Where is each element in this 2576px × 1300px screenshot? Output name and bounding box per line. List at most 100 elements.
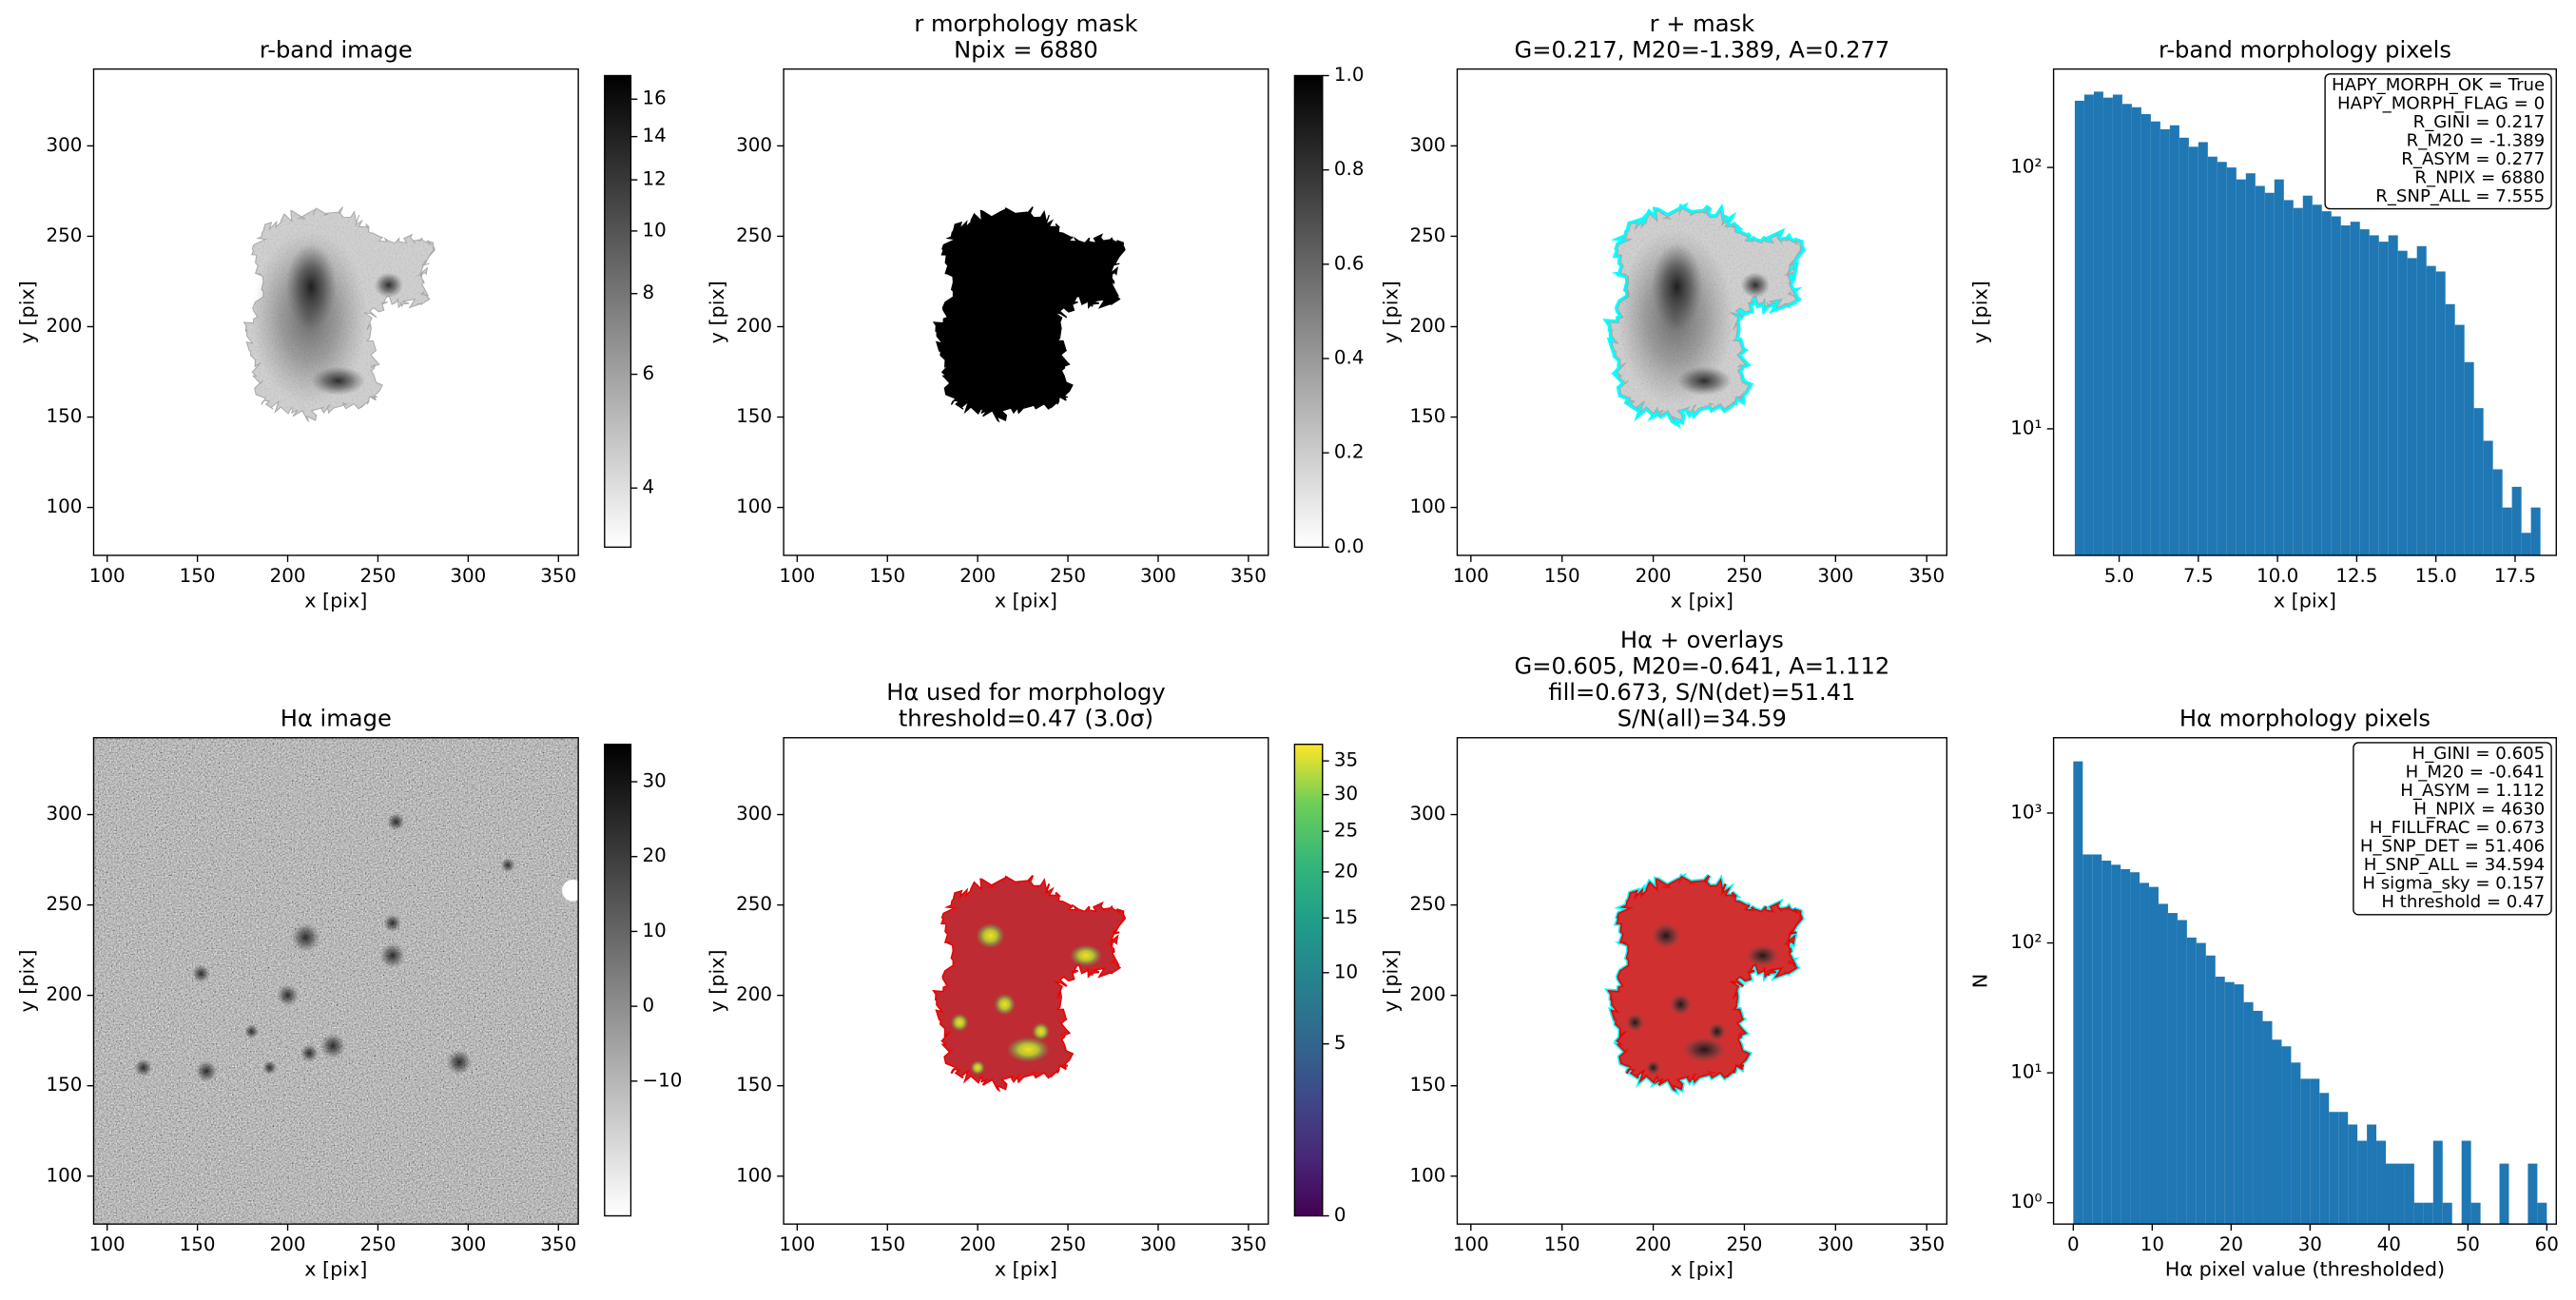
panel-title: Npix = 6880 [954,37,1098,64]
plot-area [242,206,436,423]
x-tick-label: 15.0 [2415,565,2457,587]
annotation-text: HAPY_MORPH_OK = True [2332,75,2545,95]
x-tick-label: 350 [540,1233,576,1255]
plot-area [2074,91,2541,555]
y-axis-label: y [pix] [1379,281,1402,343]
axes-frame [1456,68,1947,556]
axes-frame [92,68,579,556]
colorbar-tick-label: 0.6 [1334,252,1365,274]
x-tick-label: 150 [180,1233,216,1255]
x-axis-label: x [pix] [1671,1258,1733,1281]
source-blob [277,984,299,1007]
colorbar-tick-label: 30 [643,770,667,792]
y-tick-label: 300 [736,803,772,825]
source-blob [1069,944,1103,967]
y-tick-label: 250 [46,224,82,246]
bar [2083,94,2094,555]
y-tick-label: 150 [46,405,82,427]
bar [2186,937,2197,1225]
bar [2131,107,2141,555]
colorbar-tick-label: 0.8 [1334,158,1365,180]
axes-frame [1456,737,1947,1225]
bar [2445,303,2455,555]
y-axis-label: y [pix] [15,949,38,1012]
plot-area [1603,872,1805,1096]
plot-area [93,737,579,1225]
bar [2528,1163,2538,1225]
x-tick-label: 200 [270,1233,306,1255]
colorbar-tick-label: 25 [1334,820,1358,842]
bar [2150,121,2160,555]
bar [2473,408,2484,555]
panel-title: G=0.605, M20=-0.641, A=1.112 [1515,652,1890,679]
bar [2461,1140,2471,1225]
colorbar-tick-label: 0.0 [1334,535,1365,557]
x-tick-label: 200 [1636,1233,1672,1255]
source-blob [300,1044,319,1062]
x-tick-label: 300 [1140,565,1176,587]
x-tick-label: 350 [1908,565,1945,587]
bar [2111,864,2121,1225]
y-tick-label: 200 [46,983,82,1005]
plot-area [1602,202,1806,429]
x-axis-label: x [pix] [995,1258,1057,1281]
colorbar [1293,743,1324,1217]
x-tick-label: 10 [2140,1233,2164,1255]
y-tick-label: 300 [1409,134,1445,156]
source-blob [1682,1037,1727,1063]
y-tick-label: 200 [736,983,772,1005]
colorbar-tick-label: 6 [643,362,655,384]
plot-area [932,875,1127,1093]
source-blob [386,812,405,831]
bar [2470,1202,2481,1225]
source-blob [950,1013,969,1032]
bar [2253,1010,2263,1225]
colorbar [604,743,632,1217]
annotation-text: R_NPIX = 6880 [2414,167,2545,187]
bar [2340,225,2351,555]
panel-title: G=0.217, M20=-1.389, A=0.277 [1515,37,1890,64]
colorbar-tick-label: 20 [643,844,667,866]
y-tick-label: 250 [736,893,772,915]
bar [2367,1124,2377,1225]
x-tick-label: 250 [359,1233,396,1255]
bar [2149,886,2159,1225]
source-blob [374,272,404,299]
bar [2262,1020,2273,1225]
bright-spot [562,880,579,902]
bar [2234,984,2244,1225]
panel: 100 150 200 250 300 350 100 150 200 250 300 x [pix]… [706,10,1364,611]
panel-title: Hα + overlays [1620,627,1784,653]
y-tick-label: 150 [1409,405,1445,427]
noise-background [93,737,579,1225]
bar [2093,91,2103,555]
bar [2435,271,2446,555]
bar [2291,1062,2301,1225]
axes-frame [783,68,1269,556]
y-tick-label: 200 [736,315,772,337]
y-tick-label: 250 [736,224,772,246]
y-tick-label: 10¹ [2010,1061,2042,1083]
panel: 0 10 20 30 40 50 60 10⁰ 10¹ 10² 10³ Hα pixel value … [1969,706,2559,1281]
bar [2511,486,2522,555]
colorbar-tick-label: 12 [643,168,667,190]
annotation-text: H_ASYM = 1.112 [2400,781,2545,801]
x-tick-label: 200 [270,565,306,587]
bar [2281,1046,2292,1225]
colorbar-tick-label: 0.4 [1334,347,1365,369]
bar [2121,868,2131,1225]
colorbar-tick-label: 4 [643,476,655,498]
bar [2348,1124,2358,1225]
colorbar-tick-label: 8 [643,281,655,303]
annotation-text: H_SNP_ALL = 34.594 [2364,855,2545,875]
bar [2432,1140,2443,1225]
source-blob [134,1058,153,1077]
bar [2160,128,2170,555]
bar [2357,1140,2368,1225]
source-blob [1676,366,1733,396]
y-tick-label: 150 [1409,1074,1445,1096]
colorbar-tick-label: 14 [643,125,667,146]
axes-frame [2052,737,2557,1225]
bar [2215,976,2225,1225]
annotation-text: R_M20 = -1.389 [2407,130,2546,150]
